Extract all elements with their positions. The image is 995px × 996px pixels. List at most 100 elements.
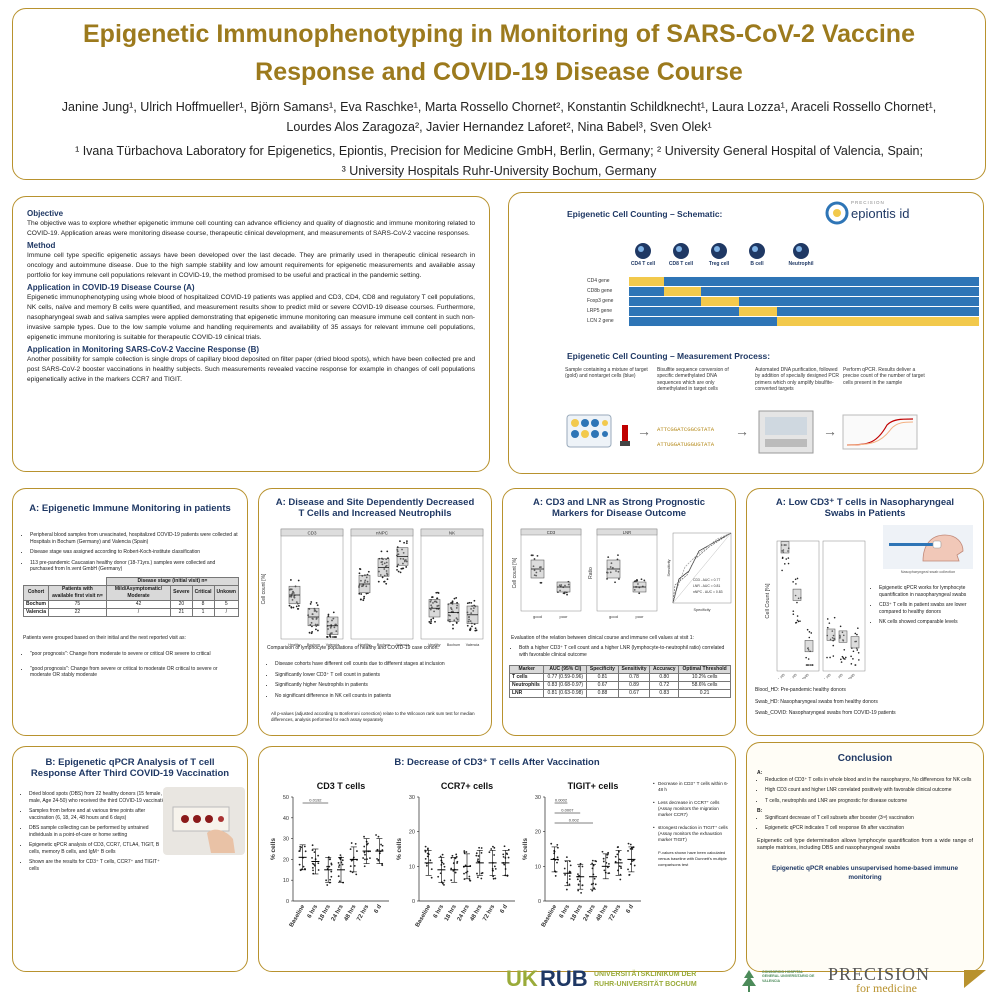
a4-point [839, 625, 842, 628]
b2-xcat-0-0: Baseline [289, 903, 307, 928]
b2-point [342, 881, 344, 884]
a2-point [430, 618, 433, 621]
header-panel: Epigenetic Immunophenotyping in Monitori… [12, 8, 986, 180]
a4-box-0-1 [792, 588, 802, 601]
gene-cell-1-5 [819, 287, 979, 296]
a2-point [377, 580, 380, 583]
a2-point [455, 597, 458, 599]
b2-chart-title-2: TIGIT+ cells [568, 781, 619, 791]
a2-point [332, 636, 334, 638]
a3-td-1-5: 58.6% cells [678, 681, 731, 690]
a2-point [365, 592, 368, 595]
b2-point [577, 884, 580, 886]
b2-point [627, 868, 629, 871]
a3-td-0-1: 0.77 (0.59-0.96) [543, 673, 588, 682]
a4-point [787, 550, 789, 552]
a4-point [794, 578, 797, 581]
cell-nucleus-1 [676, 246, 682, 252]
b2-point [618, 865, 621, 868]
b2-point [367, 842, 369, 845]
a2-point [430, 604, 433, 607]
b2-point [362, 857, 365, 859]
b2-point [299, 845, 302, 848]
a2-point [316, 604, 319, 607]
b2-point [337, 866, 340, 868]
gene-cell-0-4 [777, 277, 819, 286]
conclusion-a-label: A: [757, 770, 763, 776]
a2-point [405, 542, 408, 545]
a2-point [292, 590, 294, 593]
a2-point [437, 592, 440, 594]
b2-point [455, 853, 458, 856]
b2-point [480, 877, 483, 880]
cell-nucleus-0 [638, 246, 644, 252]
a1-td-1-0: Valencia [22, 607, 50, 617]
b2-point [443, 884, 445, 886]
a1-grouping: Patients were grouped based on their ini… [23, 634, 186, 641]
cell-label-0: CD4 T cell [630, 261, 656, 267]
a3-title: A: CD3 and LNR as Strong Prognostic Mark… [503, 497, 735, 519]
a4-point [780, 544, 783, 546]
gene-cell-3-2 [701, 307, 739, 316]
cell-nucleus-3 [752, 246, 758, 252]
b2-point [593, 877, 596, 880]
a2-footnote: All p-values (adjusted according to Bonf… [271, 711, 475, 722]
a2-point [329, 626, 332, 629]
dried-blood-spot-icon [172, 806, 235, 853]
a3-xcat-1-1: poor [635, 614, 644, 619]
b2-point [502, 853, 505, 856]
a2-point [335, 623, 337, 626]
b2-point [350, 842, 353, 844]
b2-point [603, 869, 606, 872]
b2-point [502, 855, 505, 858]
table-row: T cells 0.77 (0.59-0.96) 0.81 0.78 0.80 10.2%… [508, 673, 731, 682]
a2-xcat-2-2: Valencia [466, 643, 480, 647]
b2-xcat-0-5: 72 hrs [356, 903, 370, 922]
b2-point [581, 865, 584, 868]
a2-point [432, 602, 434, 604]
a4-point [829, 638, 832, 641]
b2-point [429, 859, 432, 862]
a2-point [295, 601, 298, 604]
rub-logo-text: RUB [540, 966, 588, 991]
a3-point [638, 592, 641, 595]
a4-point [806, 664, 809, 666]
gene-cell-4-4 [777, 317, 819, 326]
a2-point [380, 550, 383, 553]
b2-point [442, 863, 445, 865]
b2-point [369, 857, 371, 860]
a3-point [607, 556, 610, 559]
b2-point [476, 872, 478, 875]
a1-td-0-5: 5 [213, 599, 240, 609]
a3-plot-frame-1 [596, 528, 658, 612]
a3-point [640, 578, 643, 581]
a4-point [842, 634, 845, 637]
b2-point [464, 864, 467, 867]
a2-point [467, 616, 470, 618]
b2-point [480, 847, 483, 849]
a3-point [535, 574, 538, 577]
b2-note-3: P-values shown have been calculated vers… [658, 850, 727, 867]
b2-point [363, 851, 366, 854]
a2-point [360, 598, 362, 601]
b2-point [492, 875, 494, 878]
a2-point [402, 558, 405, 560]
a2-point [364, 579, 367, 582]
a2-point [333, 626, 336, 629]
conc-b-bullet-0: Significant decrease of T cell subsets a… [765, 815, 973, 822]
a4-point [796, 577, 799, 580]
app-a-heading: Application in COVID-19 Disease Course (… [27, 283, 195, 292]
process-step-1: Bisulfite sequence conversion of specifi… [657, 367, 729, 393]
a3-td-0-0: T cells [508, 673, 545, 682]
b2-point [311, 866, 314, 869]
conclusion-summary: Epigenetic cell type determination allow… [757, 837, 973, 851]
authors-line-1: Janine Jung¹, Ulrich Hoffmueller¹, Björn… [61, 100, 937, 114]
b2-point [427, 847, 429, 850]
b2-xcat-1-0: Baseline [415, 903, 433, 928]
a2-point [315, 617, 318, 620]
b2-point [317, 854, 320, 857]
a2-point [436, 605, 439, 607]
b2-point [556, 846, 559, 849]
b2-point [439, 855, 442, 858]
b2-point [303, 845, 306, 848]
